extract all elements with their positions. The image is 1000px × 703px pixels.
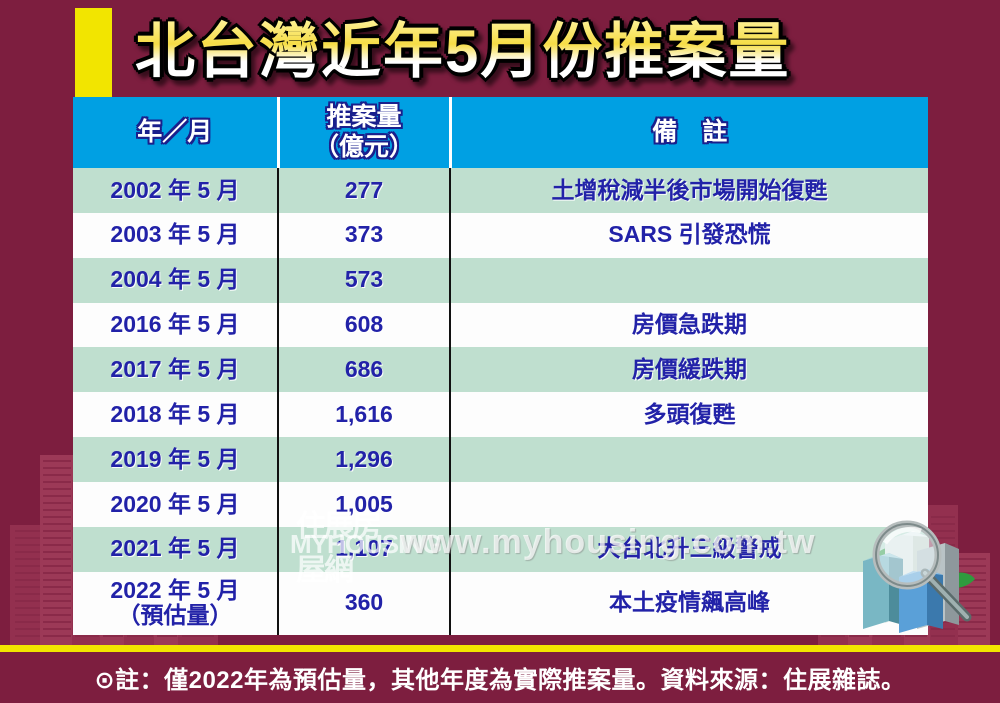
building	[10, 525, 56, 645]
cell-remark	[450, 482, 928, 527]
table-row: 2022 年 5 月（預估量） 360 本土疫情飆高峰	[73, 571, 928, 635]
table-row: 2021 年 5 月 1,107 大台北升三級警戒	[73, 526, 928, 572]
header-amount-line2: （億元）	[313, 132, 414, 161]
footer-note: ⊙註：僅2022年為預估量，其他年度為實際推案量。資料來源：住展雜誌。	[94, 667, 906, 694]
table-row: 2019 年 5 月 1,296	[73, 437, 928, 483]
cell-amount: 1,107	[278, 526, 451, 572]
cell-remark: 大台北升三級警戒	[450, 526, 928, 572]
cell-year-month: 2002 年 5 月	[73, 168, 279, 213]
divider-gold-line	[0, 645, 1000, 652]
table-head: 年／月 推案量 （億元） 備 註	[73, 97, 928, 168]
table-row: 2002 年 5 月 277 土增稅減半後市場開始復甦	[73, 168, 928, 213]
header-row: 年／月 推案量 （億元） 備 註	[73, 97, 928, 168]
table-row: 2018 年 5 月 1,616 多頭復甦	[73, 392, 928, 438]
cell-amount: 360	[278, 571, 451, 635]
graphic-svg	[863, 520, 975, 633]
cell-remark: 房價急跌期	[450, 302, 928, 348]
proposal-volume-table: 年／月 推案量 （億元） 備 註 2002 年 5 月 277 土增稅減半後市場開始…	[73, 97, 928, 635]
cell-amount: 1,616	[278, 392, 451, 438]
cell-year-month: 2019 年 5 月	[73, 437, 279, 483]
cell-year-month: 2020 年 5 月	[73, 482, 279, 527]
cell-amount: 1,296	[278, 437, 451, 483]
table-row: 2017 年 5 月 686 房價緩跌期	[73, 347, 928, 393]
cell-year-month: 2003 年 5 月	[73, 212, 279, 258]
cell-year-month: 2022 年 5 月（預估量）	[73, 571, 279, 635]
cell-remark: 房價緩跌期	[450, 347, 928, 393]
cell-amount: 686	[278, 347, 451, 393]
cell-amount: 573	[278, 257, 451, 303]
table-row: 2003 年 5 月 373 SARS 引發恐慌	[73, 212, 928, 258]
header-amount: 推案量 （億元）	[278, 97, 452, 168]
table-row: 2020 年 5 月 1,005	[73, 482, 928, 527]
cell-remark	[450, 257, 928, 303]
header-year-month: 年／月	[73, 97, 280, 168]
header-remark: 備 註	[450, 97, 928, 168]
title-accent-bar	[75, 8, 112, 98]
cell-amount: 608	[278, 302, 451, 348]
data-table-container: 年／月 推案量 （億元） 備 註 2002 年 5 月 277 土增稅減半後市場開始…	[73, 97, 928, 635]
cell-year-month: 2004 年 5 月	[73, 257, 279, 303]
cell-remark: SARS 引發恐慌	[450, 212, 928, 258]
cell-year-month: 2017 年 5 月	[73, 347, 279, 393]
cell-amount: 373	[278, 212, 451, 258]
cell-amount: 277	[278, 168, 451, 213]
cell-year-month: 2021 年 5 月	[73, 526, 279, 572]
magnifier-bars-graphic	[855, 495, 1000, 640]
building	[40, 455, 74, 645]
table-row: 2016 年 5 月 608 房價急跌期	[73, 302, 928, 348]
header-amount-line1: 推案量	[326, 103, 402, 131]
cell-year-month: 2016 年 5 月	[73, 302, 279, 348]
page-title: 北台灣近年5月份推案量	[135, 12, 875, 92]
cell-remark: 土增稅減半後市場開始復甦	[450, 168, 928, 213]
cell-remark: 本土疫情飆高峰	[450, 571, 928, 635]
cell-year-month: 2018 年 5 月	[73, 392, 279, 438]
table-row: 2004 年 5 月 573	[73, 257, 928, 303]
footer-bar: ⊙註：僅2022年為預估量，其他年度為實際推案量。資料來源：住展雜誌。	[0, 652, 1000, 703]
cell-remark: 多頭復甦	[450, 392, 928, 438]
cell-year-month-sub: （預估量）	[117, 602, 233, 629]
cell-amount: 1,005	[278, 482, 451, 527]
table-body: 2002 年 5 月 277 土增稅減半後市場開始復甦 2003 年 5 月 373 SA…	[73, 168, 928, 635]
cell-remark	[450, 437, 928, 483]
